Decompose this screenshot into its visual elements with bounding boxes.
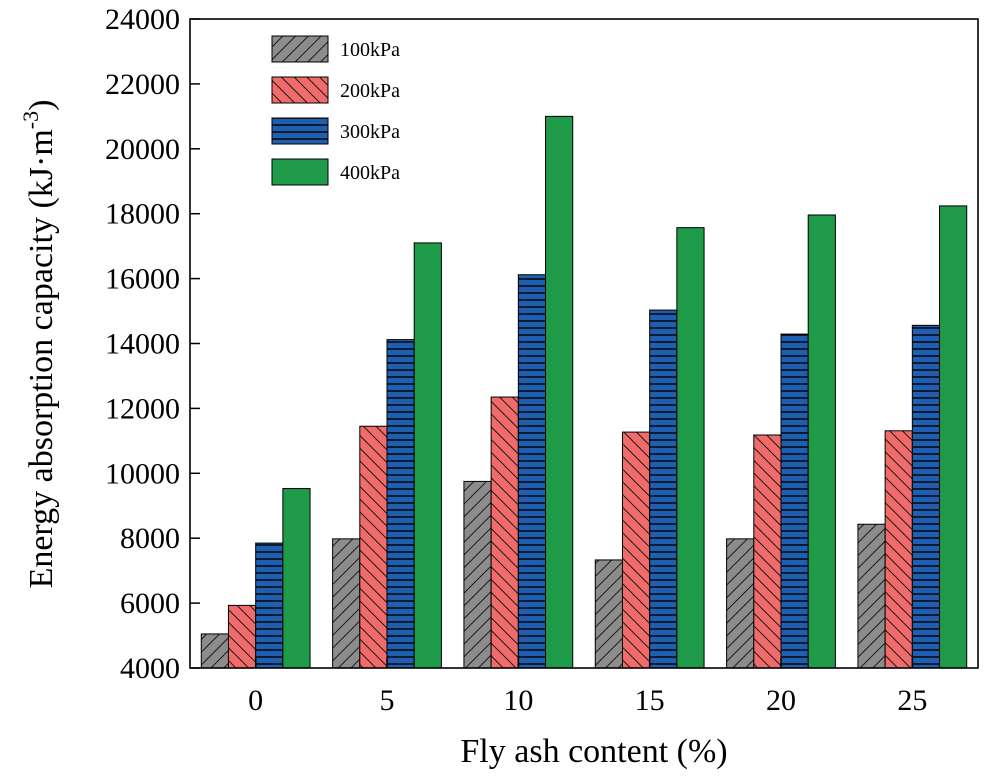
x-tick-label: 5 xyxy=(380,684,395,717)
x-tick-label: 25 xyxy=(897,684,927,717)
bar-200kPa-0 xyxy=(227,604,257,669)
y-axis-title: Energy absorption capacity (kJ·m-3) xyxy=(18,100,60,589)
x-tick-label: 10 xyxy=(503,684,533,717)
bar-100kPa-25 xyxy=(857,523,886,669)
y-axis-title-exponent: -3 xyxy=(18,111,43,129)
x-axis: 0 5 10 15 20 25 xyxy=(248,658,927,717)
bar-400kPa-15 xyxy=(676,227,705,669)
bar-200kPa-15 xyxy=(621,431,651,669)
y-tick-label: 16000 xyxy=(105,263,180,296)
bar-400kPa-20 xyxy=(807,214,836,669)
x-tick-label: 15 xyxy=(635,684,665,717)
y-tick-label: 24000 xyxy=(105,3,180,36)
y-tick-label: 12000 xyxy=(105,392,180,425)
legend-label-400kPa: 400kPa xyxy=(340,162,400,184)
y-tick-label: 10000 xyxy=(105,457,180,490)
y-tick-label: 20000 xyxy=(105,133,180,166)
x-axis-title: Fly ash content (%) xyxy=(460,733,727,770)
y-tick-label: 8000 xyxy=(120,522,180,555)
bar-100kPa-5 xyxy=(332,538,361,669)
bar-400kPa-0 xyxy=(282,488,311,669)
legend-label-100kPa: 100kPa xyxy=(340,39,400,61)
y-tick-label: 18000 xyxy=(105,198,180,231)
legend-label-300kPa: 300kPa xyxy=(340,121,400,143)
bar-200kPa-5 xyxy=(359,425,388,669)
legend-label-200kPa: 200kPa xyxy=(340,80,400,102)
y-tick-label: 4000 xyxy=(120,652,180,685)
bars-group xyxy=(200,115,968,669)
bar-300kPa-25 xyxy=(911,324,941,669)
bar-400kPa-10 xyxy=(545,115,574,669)
bar-100kPa-15 xyxy=(594,559,623,669)
bar-400kPa-5 xyxy=(413,242,442,669)
bar-300kPa-10 xyxy=(517,274,547,669)
bar-400kPa-25 xyxy=(939,205,968,669)
legend-swatch-200kPa xyxy=(271,76,329,104)
y-tick-label: 6000 xyxy=(120,587,180,620)
y-tick-label: 14000 xyxy=(105,328,180,361)
legend: 100kPa 200kPa 300kPa 400kPa xyxy=(271,35,400,186)
bar-100kPa-10 xyxy=(463,480,492,669)
bar-100kPa-0 xyxy=(200,633,229,669)
bar-300kPa-15 xyxy=(649,309,678,669)
x-tick-label: 0 xyxy=(248,684,263,717)
bar-300kPa-20 xyxy=(780,333,809,669)
bar-100kPa-20 xyxy=(726,538,755,669)
legend-swatch-100kPa xyxy=(271,35,329,63)
bar-200kPa-25 xyxy=(884,430,913,669)
bar-300kPa-0 xyxy=(255,542,284,669)
bar-300kPa-5 xyxy=(386,339,415,669)
y-axis: 4000 6000 8000 10000 12000 14000 16000 18000 200… xyxy=(105,3,200,685)
y-axis-title-main: Energy absorption capacity (kJ·m xyxy=(23,129,60,588)
legend-swatch-300kPa xyxy=(271,117,329,145)
y-tick-label: 22000 xyxy=(105,68,180,101)
x-tick-label: 20 xyxy=(766,684,796,717)
y-axis-title-close: ) xyxy=(23,100,60,111)
legend-swatch-400kPa xyxy=(271,158,329,186)
bar-200kPa-20 xyxy=(753,434,782,669)
bar-200kPa-10 xyxy=(490,396,519,669)
